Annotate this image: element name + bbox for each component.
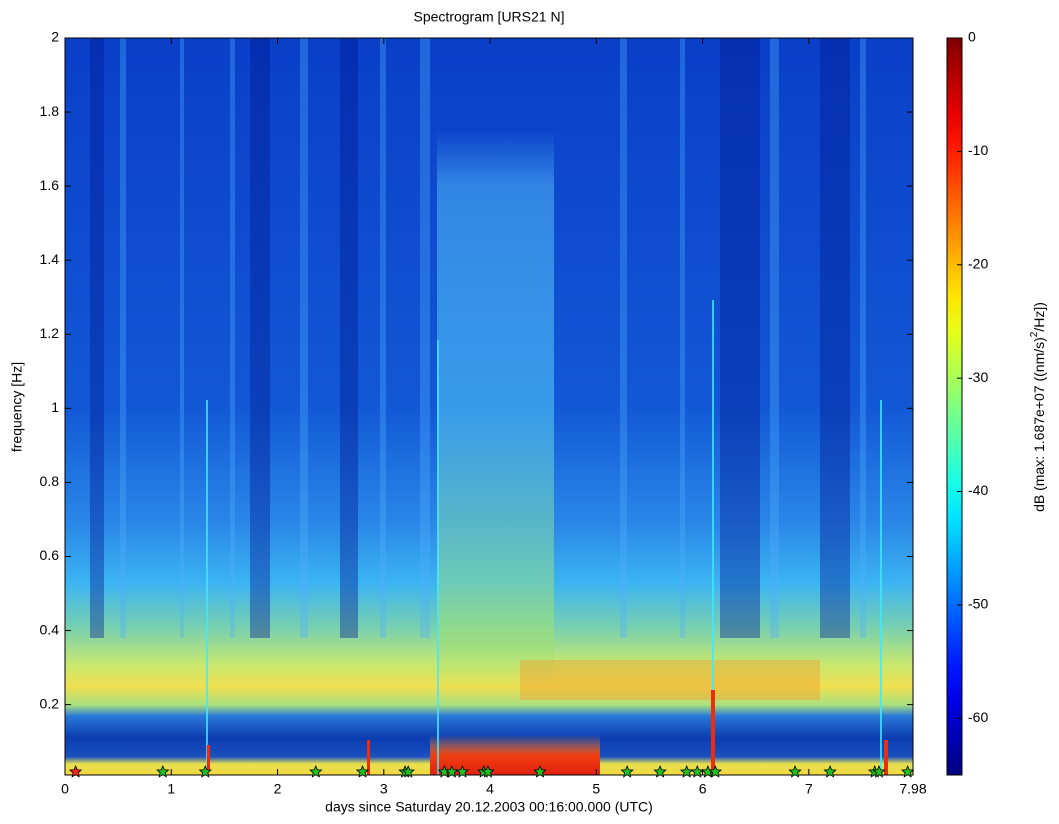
event-star <box>355 764 370 778</box>
colorbar-label-sup: 2 <box>1029 331 1040 337</box>
x-tick-label: 0 <box>61 781 69 797</box>
y-tick-label: 0.4 <box>40 621 60 637</box>
colorbar-tick-label: -30 <box>968 369 988 385</box>
x-tick-label: 4 <box>486 781 494 797</box>
x-axis-label: days since Saturday 20.12.2003 00:16:00.… <box>325 799 653 815</box>
event-star <box>198 764 213 778</box>
colorbar-tick-label: -10 <box>968 142 988 158</box>
colorbar-tick-label: -50 <box>968 596 988 612</box>
y-tick-label: 0.6 <box>40 547 60 563</box>
y-tick-label: 1.6 <box>40 177 60 193</box>
event-star <box>401 764 415 778</box>
colorbar-tick-label: -20 <box>968 255 988 271</box>
event-star <box>788 764 802 778</box>
colorbar-tick-label: -60 <box>968 709 988 725</box>
y-tick-label: 2 <box>51 29 59 45</box>
event-star <box>309 764 323 778</box>
event-star <box>533 764 547 778</box>
y-tick-label: 1.8 <box>40 103 60 119</box>
colorbar-label-text: dB (max: 1.687e+07 ((nm/s) <box>1031 337 1047 512</box>
y-tick-label: 0.2 <box>40 695 60 711</box>
colorbar-label-end: /Hz]) <box>1031 302 1047 332</box>
colorbar-tick-label: 0 <box>968 29 976 45</box>
y-tick-label: 0.8 <box>40 473 60 489</box>
x-tick-label: 7.98 <box>899 781 926 797</box>
x-tick-label: 3 <box>380 781 388 797</box>
x-tick-label: 1 <box>167 781 175 797</box>
colorbar <box>946 37 963 776</box>
y-tick-label: 1 <box>51 399 59 415</box>
event-star <box>68 764 83 778</box>
x-tick-label: 6 <box>699 781 707 797</box>
colorbar-label: dB (max: 1.687e+07 ((nm/s)2/Hz]) <box>1029 302 1047 512</box>
y-tick-label: 1.2 <box>40 325 60 341</box>
event-star <box>901 764 915 778</box>
event-star <box>455 764 470 778</box>
colorbar-tick-label: -40 <box>968 482 988 498</box>
event-star <box>620 764 634 778</box>
x-tick-label: 7 <box>805 781 813 797</box>
event-star <box>481 764 495 778</box>
event-star <box>653 764 667 778</box>
x-tick-label: 2 <box>274 781 282 797</box>
event-star <box>708 764 723 778</box>
spectrogram-image <box>65 38 913 775</box>
event-star <box>823 764 837 778</box>
chart-title: Spectrogram [URS21 N] <box>414 9 565 25</box>
y-axis-label: frequency [Hz] <box>9 362 25 452</box>
y-tick-label: 1.4 <box>40 251 60 267</box>
x-tick-label: 5 <box>592 781 600 797</box>
event-star <box>872 764 886 778</box>
event-star <box>156 764 170 778</box>
